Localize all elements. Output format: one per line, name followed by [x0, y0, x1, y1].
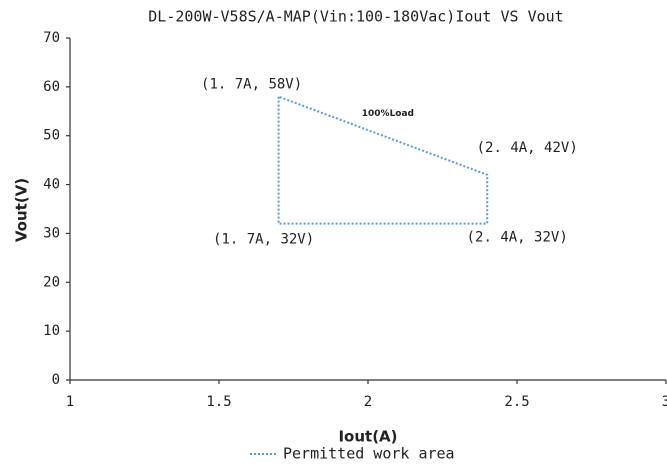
chart: DL-200W-V58S/A-MAP(Vin:100-180Vac)Iout V…: [0, 0, 667, 466]
y-tick-label: 60: [43, 79, 60, 95]
y-tick-label: 70: [43, 30, 60, 46]
annotation: (2. 4A, 42V): [477, 140, 578, 156]
annotation: (1. 7A, 32V): [213, 232, 314, 248]
annotation: (1. 7A, 58V): [201, 77, 302, 93]
x-tick-label: 3: [662, 394, 667, 410]
y-tick-label: 40: [43, 177, 60, 193]
x-tick-label: 2: [364, 394, 372, 410]
y-axis-label: Vout(V): [13, 178, 31, 242]
y-tick-label: 30: [43, 225, 60, 241]
annotation: 100%Load: [362, 109, 414, 119]
y-tick-label: 10: [43, 323, 60, 339]
x-tick-label: 2.5: [504, 394, 529, 410]
chart-title: DL-200W-V58S/A-MAP(Vin:100-180Vac)Iout V…: [148, 8, 563, 26]
y-tick-label: 0: [52, 372, 60, 388]
x-axis-label: Iout(A): [338, 428, 397, 446]
y-tick-label: 20: [43, 274, 60, 290]
x-tick-label: 1.5: [206, 394, 231, 410]
legend-label: Permitted work area: [283, 445, 455, 463]
annotation: (2. 4A, 32V): [467, 230, 568, 246]
x-tick-label: 1: [66, 394, 74, 410]
y-tick-label: 50: [43, 128, 60, 144]
